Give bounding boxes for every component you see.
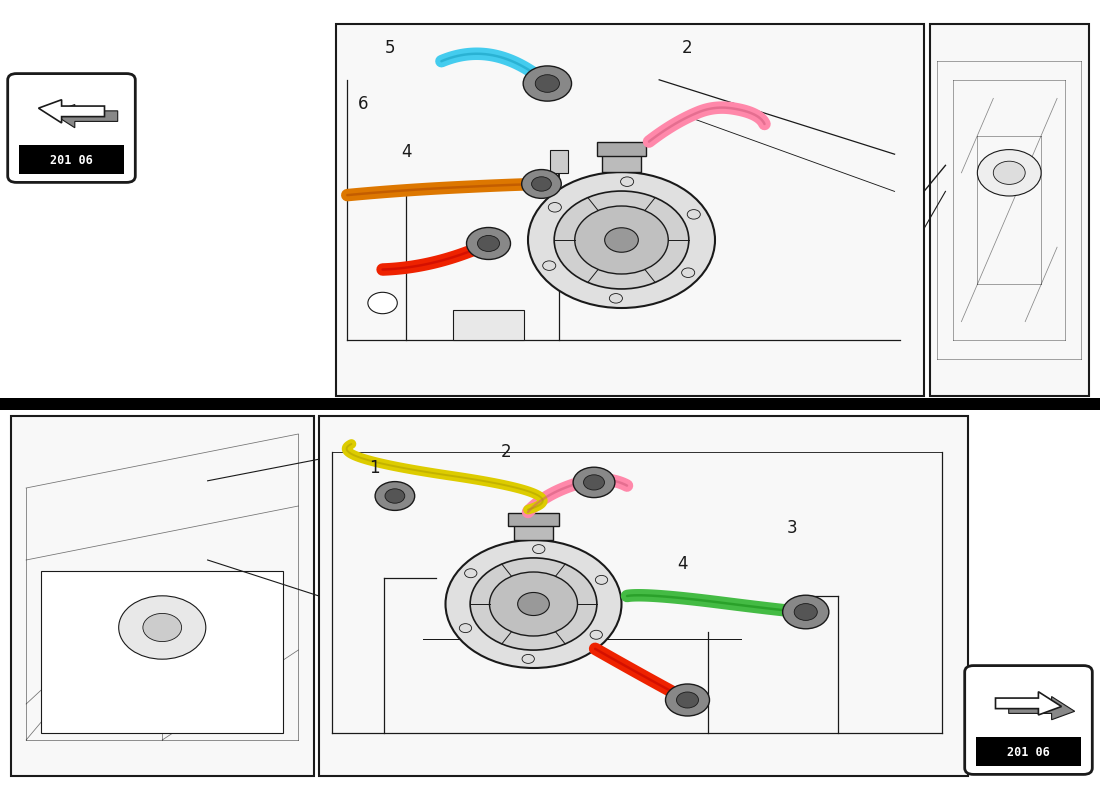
Circle shape xyxy=(531,177,551,191)
Polygon shape xyxy=(52,105,118,128)
Text: a2parts
catalogue: a2parts catalogue xyxy=(600,493,830,627)
Circle shape xyxy=(464,569,477,578)
Circle shape xyxy=(542,261,556,270)
Bar xyxy=(319,416,968,776)
Circle shape xyxy=(573,467,615,498)
Circle shape xyxy=(470,558,597,650)
Bar xyxy=(597,142,646,156)
Text: 201 06: 201 06 xyxy=(51,154,92,167)
Bar xyxy=(42,571,284,733)
Text: 4: 4 xyxy=(402,143,412,161)
Circle shape xyxy=(682,268,695,278)
Bar xyxy=(930,24,1089,396)
Bar xyxy=(336,24,924,396)
Text: 2: 2 xyxy=(500,443,512,461)
Circle shape xyxy=(666,684,710,716)
Circle shape xyxy=(532,545,544,554)
Circle shape xyxy=(367,292,397,314)
Text: 4: 4 xyxy=(676,555,688,573)
Text: a2parts
catalogue: a2parts catalogue xyxy=(522,125,754,259)
Circle shape xyxy=(794,603,817,621)
Circle shape xyxy=(522,654,535,663)
Bar xyxy=(19,146,124,174)
Circle shape xyxy=(590,630,603,639)
Text: 201 06: 201 06 xyxy=(1008,746,1049,759)
Bar xyxy=(602,152,641,172)
FancyBboxPatch shape xyxy=(8,74,135,182)
Circle shape xyxy=(583,474,605,490)
Circle shape xyxy=(521,170,561,198)
Bar xyxy=(0,398,1100,410)
Circle shape xyxy=(528,172,715,308)
Circle shape xyxy=(676,692,698,708)
Circle shape xyxy=(385,489,405,503)
Circle shape xyxy=(993,161,1025,184)
Circle shape xyxy=(782,595,829,629)
Polygon shape xyxy=(39,100,104,123)
Circle shape xyxy=(143,614,182,642)
Circle shape xyxy=(524,66,572,101)
Circle shape xyxy=(977,150,1042,196)
Polygon shape xyxy=(1009,697,1075,720)
Polygon shape xyxy=(996,692,1062,715)
Circle shape xyxy=(446,540,622,668)
Bar xyxy=(514,522,553,540)
Circle shape xyxy=(574,206,668,274)
Circle shape xyxy=(375,482,415,510)
Bar xyxy=(508,513,559,526)
Circle shape xyxy=(536,74,560,92)
Circle shape xyxy=(595,575,607,584)
Text: 6: 6 xyxy=(358,95,368,113)
Circle shape xyxy=(119,596,206,659)
Circle shape xyxy=(466,227,510,259)
FancyBboxPatch shape xyxy=(965,666,1092,774)
Text: 5: 5 xyxy=(385,39,396,57)
Bar xyxy=(976,738,1081,766)
Circle shape xyxy=(460,624,472,633)
Circle shape xyxy=(548,202,561,212)
Text: 1: 1 xyxy=(368,459,379,477)
Circle shape xyxy=(518,593,549,615)
Circle shape xyxy=(477,235,499,251)
Bar xyxy=(550,150,568,173)
Circle shape xyxy=(609,294,623,303)
Circle shape xyxy=(490,572,578,636)
Text: 2: 2 xyxy=(682,39,693,57)
Circle shape xyxy=(688,210,701,219)
Bar xyxy=(11,416,313,776)
Circle shape xyxy=(620,177,634,186)
Text: 3: 3 xyxy=(786,519,798,537)
Bar xyxy=(453,310,524,340)
Circle shape xyxy=(554,191,689,289)
Circle shape xyxy=(605,228,638,252)
